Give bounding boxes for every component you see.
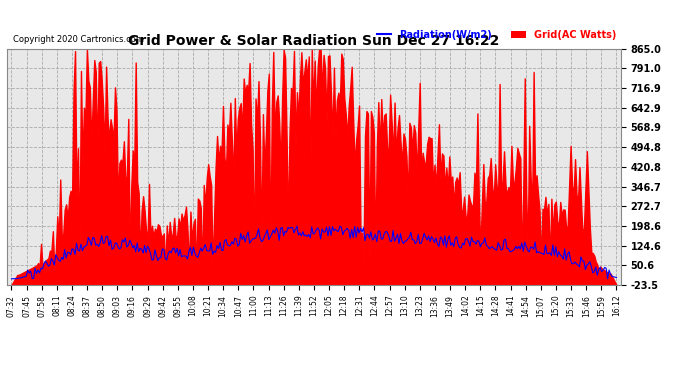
- Legend: Radiation(W/m2), Grid(AC Watts): Radiation(W/m2), Grid(AC Watts): [377, 30, 616, 40]
- Text: Copyright 2020 Cartronics.com: Copyright 2020 Cartronics.com: [13, 34, 144, 44]
- Title: Grid Power & Solar Radiation Sun Dec 27 16:22: Grid Power & Solar Radiation Sun Dec 27 …: [128, 34, 500, 48]
